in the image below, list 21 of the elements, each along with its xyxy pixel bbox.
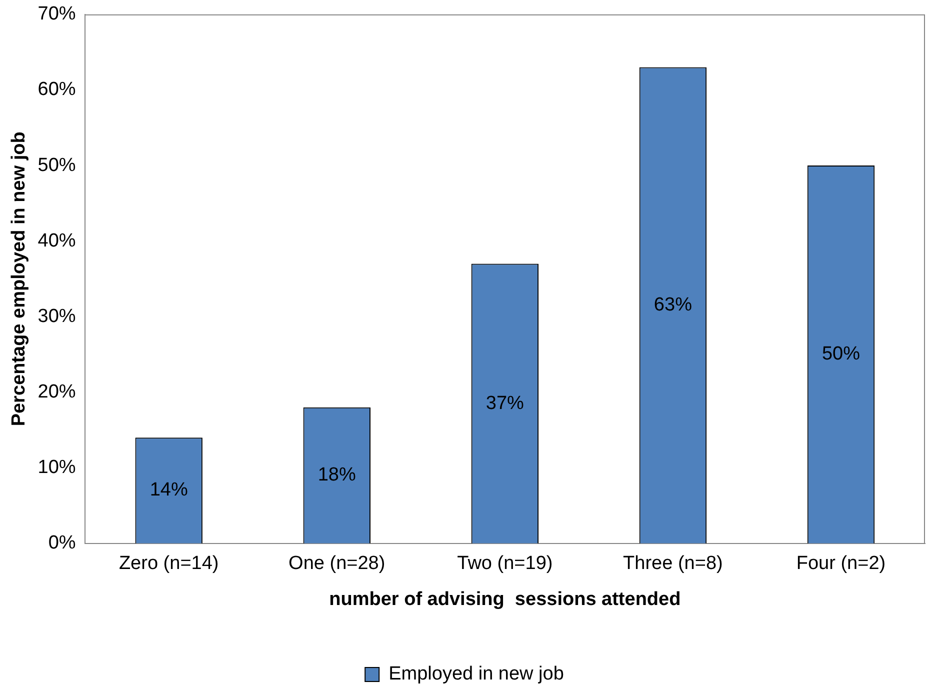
y-tick-label: 50% [38, 154, 76, 176]
y-tick-label: 30% [38, 306, 76, 327]
data-label: 37% [486, 392, 524, 414]
y-tick-label: 20% [38, 381, 76, 402]
legend-label: Employed in new job [388, 664, 564, 685]
data-label: 18% [318, 464, 356, 486]
y-tick-label: 70% [38, 4, 76, 25]
y-tick-label: 60% [38, 79, 76, 100]
y-tick-label: 0% [48, 532, 76, 554]
x-tick-label: Zero (n=14) [118, 553, 219, 574]
x-axis-title: number of advising sessions attended [329, 588, 681, 610]
x-tick-label: Three (n=8) [623, 553, 723, 574]
y-tick-label: 10% [38, 457, 76, 478]
data-label: 50% [822, 344, 860, 365]
x-tick-label: Two (n=19) [457, 553, 553, 574]
x-tick-label: One (n=28) [288, 553, 386, 574]
y-axis-title: Percentage employed in new job [8, 132, 30, 426]
y-tick-label: 40% [38, 230, 76, 252]
data-label: 14% [150, 480, 188, 501]
data-label: 63% [654, 294, 692, 316]
x-tick-label: Four (n=2) [796, 553, 886, 574]
